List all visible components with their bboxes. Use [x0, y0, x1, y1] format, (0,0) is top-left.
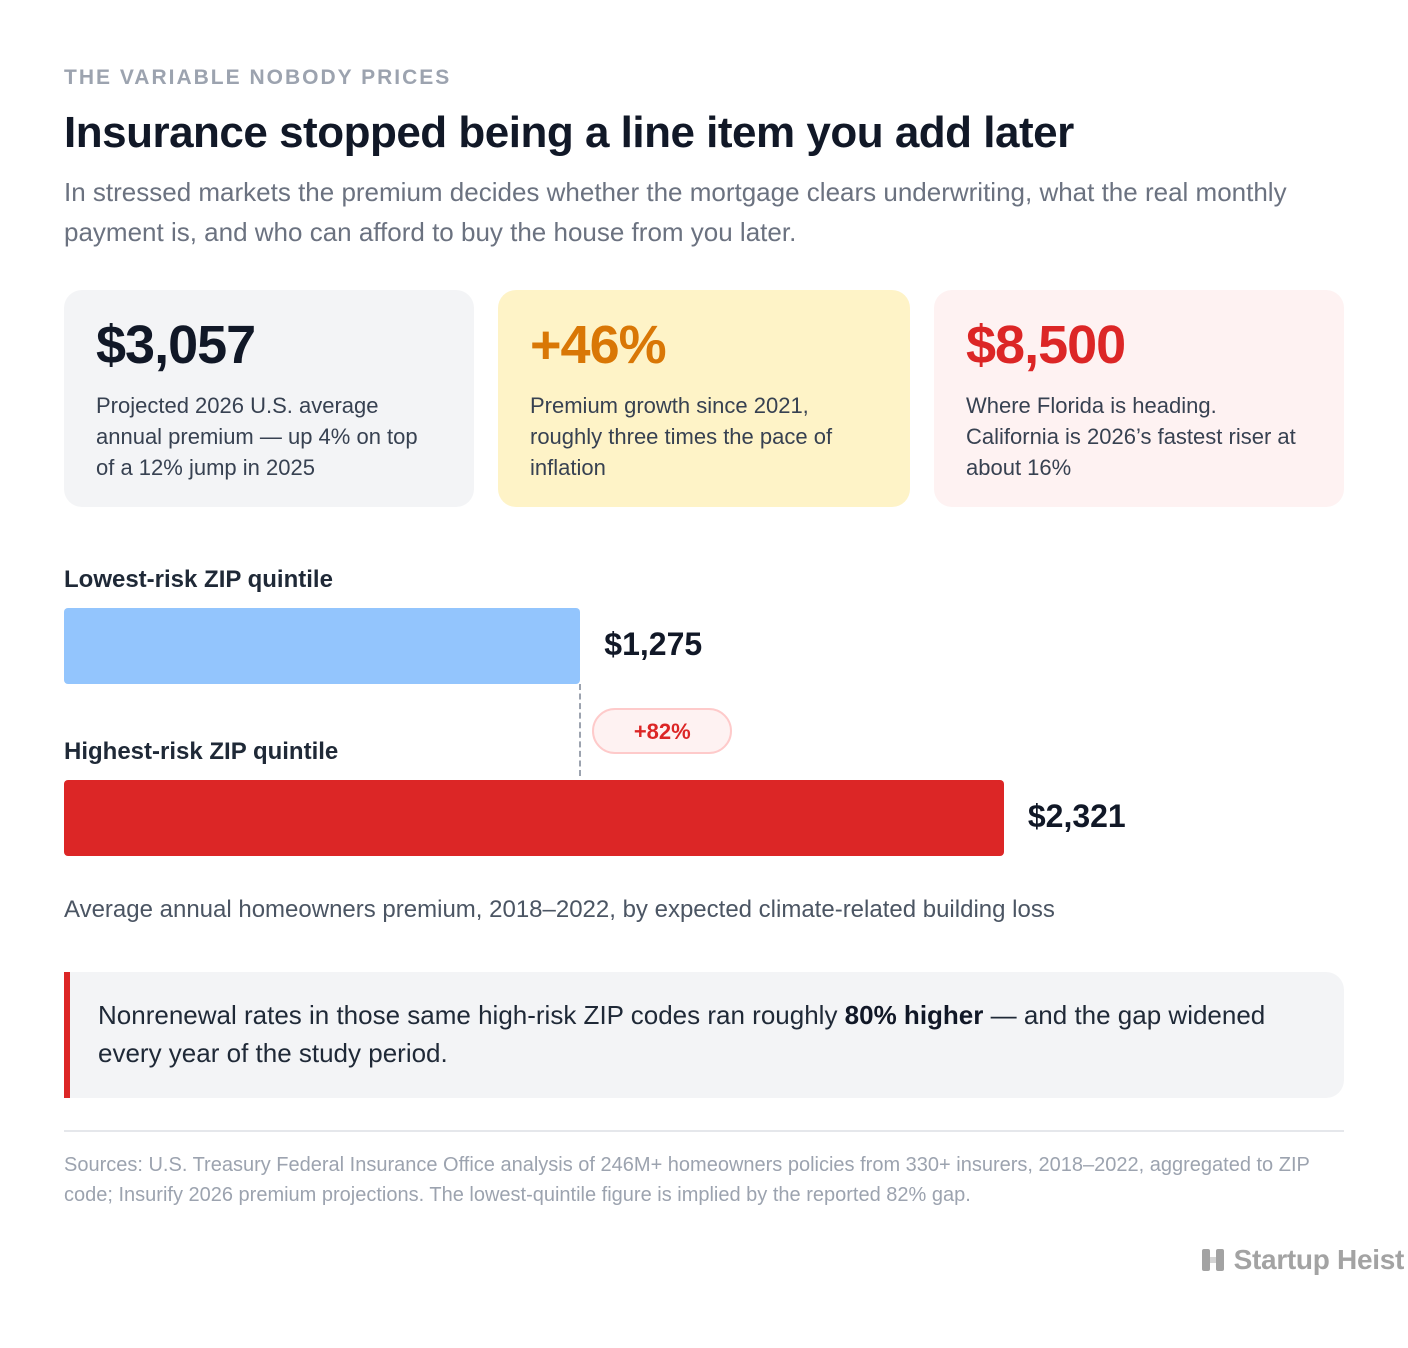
callout-text: Nonrenewal rates in those same high-risk… [98, 1000, 845, 1030]
stat-card-premium-growth: +46% Premium growth since 2021, roughly … [498, 290, 910, 507]
page-subtitle: In stressed markets the premium decides … [64, 177, 1287, 247]
stat-description: Premium growth since 2021, roughly three… [530, 393, 833, 480]
bar-value-lowest-risk: $1,275 [604, 626, 703, 662]
stat-value: +46% [530, 315, 667, 375]
page-title: Insurance stopped being a line item you … [64, 108, 1074, 157]
gap-badge: +82% [592, 708, 733, 754]
nonrenewal-callout: Nonrenewal rates in those same high-risk… [64, 972, 1344, 1098]
bar-label-highest-risk: Highest-risk ZIP quintile [64, 738, 339, 765]
callout-emphasis: 80% higher [844, 1000, 984, 1030]
callout-text-end: — and the gap widened every year of the … [98, 1000, 1266, 1068]
stat-description: Projected 2026 U.S. average annual premi… [96, 393, 418, 480]
gap-connector-line [579, 684, 582, 776]
stat-card-florida: $8,500 Where Florida is heading. Califor… [934, 290, 1344, 507]
chart-caption: Average annual homeowners premium, 2018–… [64, 896, 1055, 923]
bar-value-highest-risk: $2,321 [1027, 798, 1126, 834]
footer-divider [64, 1130, 1344, 1132]
sources-note: Sources: U.S. Treasury Federal Insurance… [64, 1154, 1310, 1206]
stat-description: Where Florida is heading. California is … [966, 393, 1296, 480]
stat-cards: $3,057 Projected 2026 U.S. average annua… [64, 290, 1344, 507]
bar-highest-risk [64, 780, 1004, 856]
stat-value: $8,500 [966, 315, 1126, 375]
bar-lowest-risk [64, 608, 581, 684]
eyebrow-label: THE VARIABLE NOBODY PRICES [64, 66, 452, 89]
bar-label-lowest-risk: Lowest-risk ZIP quintile [64, 566, 333, 593]
premium-bar-chart: Lowest-risk ZIP quintile $1,275 +82% Hig… [64, 560, 1344, 860]
stat-value: $3,057 [96, 315, 256, 375]
stat-card-average-premium: $3,057 Projected 2026 U.S. average annua… [64, 290, 474, 507]
brand-name: Startup Heist [1233, 1244, 1405, 1275]
brand-logo: Startup Heist [1200, 1244, 1404, 1276]
startup-heist-logo-icon [1201, 1249, 1224, 1271]
